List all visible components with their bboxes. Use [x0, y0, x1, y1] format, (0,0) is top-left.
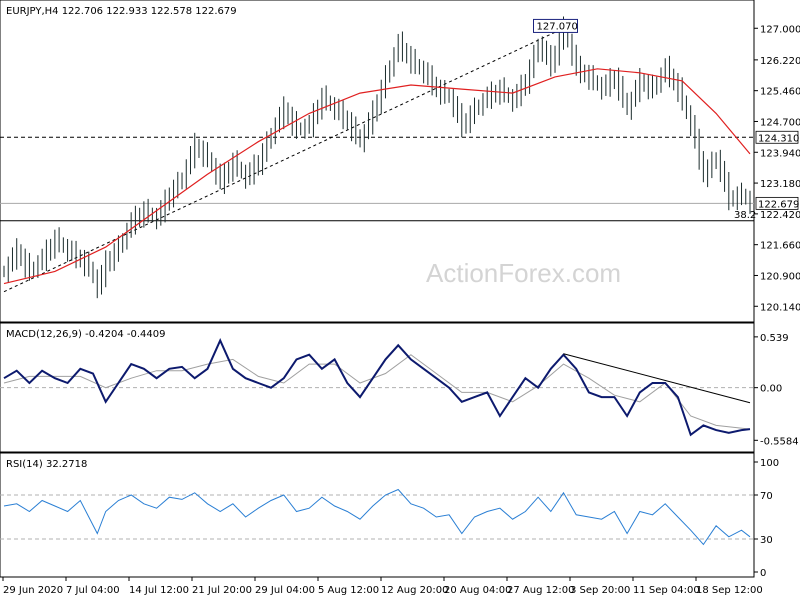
level-label-0-box [755, 130, 799, 144]
macd-line [3, 338, 751, 437]
x-tick-7: 20 Aug 04:00 [444, 585, 511, 596]
x-axis: 29 Jun 2020 7 Jul 04:00 14 Jul 12:00 21 Jul… [2, 577, 763, 596]
macd-trendline [563, 353, 751, 404]
price-y-tick-7: 121.660 [760, 241, 800, 252]
rsi-y-tick-0: 100 [760, 458, 779, 469]
rsi-line [3, 488, 751, 546]
price-header: EURJPY,H4 122.706 122.933 122.578 122.67… [6, 6, 237, 17]
rsi-y-tick-3: 0 [760, 568, 766, 579]
price-content: 127.070 [0, 16, 754, 299]
x-tick-5: 5 Aug 12:00 [318, 585, 379, 596]
rsi-content [0, 488, 754, 546]
price-y-tick-3: 124.700 [760, 117, 800, 128]
price-y-tick-8: 120.900 [760, 271, 800, 282]
price-y-tick-6: 122.420 [760, 210, 800, 221]
x-tick-3: 21 Jul 20:00 [192, 585, 252, 596]
price-panel: EURJPY,H4 122.706 122.933 122.578 122.67… [0, 0, 800, 323]
price-trendline [3, 27, 564, 293]
price-axis: 127.000 126.220 125.460 124.700 123.940 123.1… [734, 24, 800, 313]
x-tick-6: 12 Aug 20:00 [381, 585, 448, 596]
price-y-tick-0: 127.000 [760, 24, 800, 35]
x-tick-4: 29 Jul 04:00 [255, 585, 315, 596]
macd-axis: 0.539 0.00 -0.5584 [754, 333, 799, 447]
x-tick-8: 27 Aug 12:00 [507, 585, 574, 596]
macd-panel-frame [0, 322, 755, 453]
rsi-header: RSI(14) 32.2718 [6, 459, 87, 470]
macd-content [0, 338, 754, 437]
x-tick-1: 7 Jul 04:00 [66, 585, 120, 596]
rsi-panel: RSI(14) 32.2718 100 70 30 0 [0, 452, 779, 579]
macd-y-tick-2: -0.5584 [760, 436, 799, 447]
x-tick-9: 3 Sep 20:00 [570, 585, 630, 596]
x-tick-0: 29 Jun 2020 [3, 585, 63, 596]
rsi-axis: 100 70 30 0 [754, 458, 779, 579]
fib-label: 38.2 [734, 210, 756, 221]
watermark: ActionForex.com [426, 258, 621, 288]
rsi-panel-frame [0, 452, 755, 578]
price-y-tick-2: 125.460 [760, 87, 800, 98]
price-y-tick-1: 126.220 [760, 56, 800, 67]
level-label-1: 122.679 [758, 199, 799, 210]
x-tick-2: 14 Jul 12:00 [129, 585, 189, 596]
rsi-y-tick-1: 70 [760, 491, 773, 502]
rsi-y-tick-2: 30 [760, 535, 773, 546]
price-panel-frame [0, 0, 755, 323]
macd-header: MACD(12,26,9) -0.4204 -0.4409 [6, 329, 166, 340]
price-y-tick-5: 123.180 [760, 179, 800, 190]
level-label-0: 124.310 [758, 133, 799, 144]
macd-y-tick-0: 0.539 [760, 333, 789, 344]
macd-panel: MACD(12,26,9) -0.4204 -0.4409 0.539 0.00 -… [0, 322, 799, 453]
x-tick-11: 18 Sep 12:00 [696, 585, 763, 596]
macd-y-tick-1: 0.00 [760, 384, 782, 395]
moving-average-line [3, 68, 751, 285]
top-marker-label: 127.070 [537, 21, 578, 32]
top-marker-box [533, 18, 578, 33]
x-tick-10: 11 Sep 04:00 [633, 585, 700, 596]
price-y-tick-4: 123.940 [760, 148, 800, 159]
level-label-1-box [755, 196, 799, 210]
price-y-tick-9: 120.140 [760, 302, 800, 313]
